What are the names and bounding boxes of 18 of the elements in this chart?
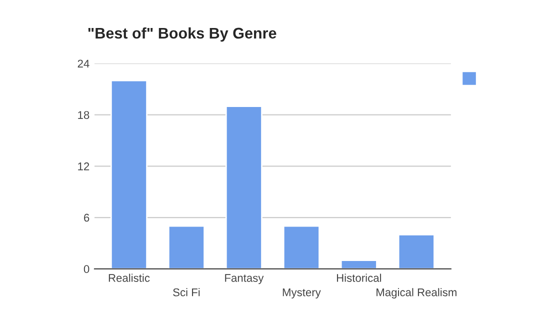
bar — [398, 234, 435, 269]
bar — [110, 80, 148, 269]
bar — [168, 225, 205, 269]
y-tick-label: 12 — [78, 162, 90, 170]
y-tick-label: 18 — [78, 111, 90, 119]
bar — [340, 260, 378, 269]
x-tick-label: Historical — [336, 274, 382, 282]
y-tick-label: 0 — [84, 265, 90, 274]
x-tick-label: Fantasy — [225, 274, 264, 284]
chart-title: "Best of" Books By Genre — [88, 27, 276, 42]
x-tick-label: Realistic — [108, 274, 150, 282]
y-tick-label: 6 — [84, 214, 90, 222]
y-tick-label: 24 — [78, 60, 90, 68]
bar — [225, 106, 262, 269]
x-tick-label: Sci Fi — [173, 288, 200, 296]
x-tick-label: Mystery — [282, 288, 321, 298]
x-tick-label: Magical Realism — [376, 288, 456, 298]
bar — [282, 225, 320, 269]
